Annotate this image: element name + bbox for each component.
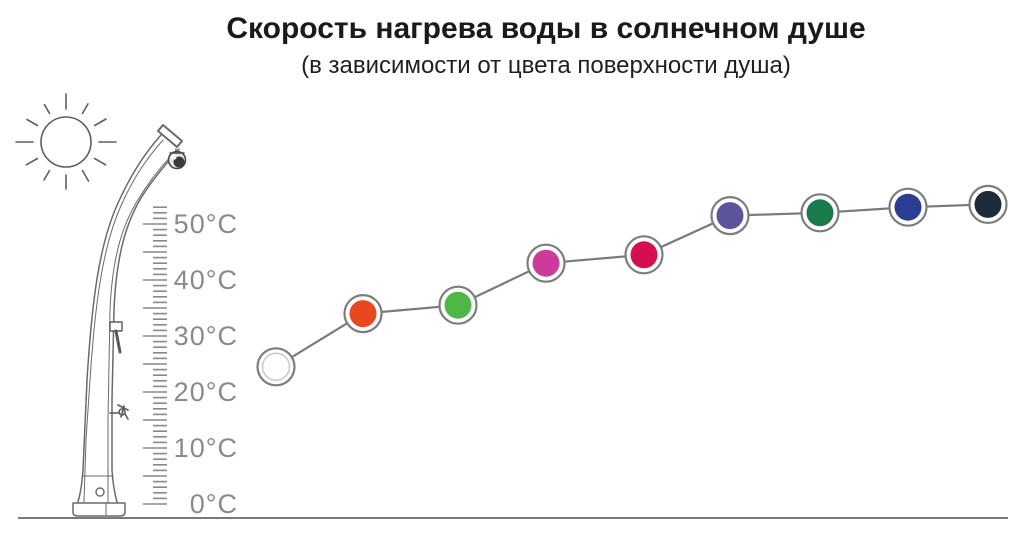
temperature-ruler bbox=[143, 206, 167, 505]
sun-ray bbox=[43, 103, 51, 115]
sun-ray bbox=[93, 157, 107, 166]
data-point-dark-green bbox=[800, 193, 840, 233]
sun-icon bbox=[15, 93, 117, 190]
shower-body-right-edge bbox=[111, 148, 180, 503]
heating-curve bbox=[256, 184, 1008, 387]
sun-ray bbox=[93, 118, 107, 127]
sun-ray bbox=[81, 103, 89, 115]
point-fill-magenta bbox=[532, 249, 560, 277]
data-point-crimson bbox=[624, 235, 664, 275]
data-point-magenta bbox=[526, 243, 566, 283]
temp-scale-label: 20°C bbox=[174, 377, 238, 407]
temp-scale-label: 50°C bbox=[174, 209, 238, 239]
shower-head bbox=[167, 148, 187, 170]
shower-body-left-edge bbox=[77, 134, 162, 503]
shower-body-front-seam bbox=[107, 154, 173, 503]
shower-base bbox=[72, 475, 126, 517]
point-fill-white bbox=[261, 352, 291, 382]
data-point-dark-navy bbox=[968, 184, 1008, 224]
sun-ray bbox=[81, 169, 90, 182]
sun-ray bbox=[43, 169, 51, 181]
curve-line bbox=[275, 203, 989, 368]
temp-scale-label: 40°C bbox=[174, 265, 238, 295]
point-fill-dark-green bbox=[806, 199, 834, 227]
point-fill-purple bbox=[716, 202, 744, 230]
point-fill-green bbox=[444, 291, 472, 319]
data-point-blue bbox=[888, 187, 928, 227]
temp-scale-label: 0°C bbox=[190, 489, 238, 519]
sun-ray bbox=[26, 118, 39, 127]
page-subtitle: (в зависимости от цвета поверхности душа… bbox=[301, 52, 791, 79]
point-fill-dark-navy bbox=[974, 190, 1002, 218]
temp-scale-label: 30°C bbox=[174, 321, 238, 351]
shower-tap bbox=[109, 404, 129, 420]
shower-top-cap bbox=[157, 124, 183, 148]
sun-ray bbox=[25, 157, 39, 166]
point-fill-blue bbox=[894, 193, 922, 221]
data-point-white bbox=[256, 347, 296, 387]
shower-body-left-inner bbox=[83, 139, 164, 503]
shower-foot bbox=[72, 502, 126, 517]
data-point-green bbox=[438, 285, 478, 325]
temperature-ruler-labels: 50°C 40°C 30°C 20°C 10°C 0°C bbox=[174, 209, 238, 519]
sun-disc bbox=[40, 116, 92, 168]
page-title: Скорость нагрева воды в солнечном душе bbox=[226, 12, 866, 45]
shower-handle bbox=[109, 321, 123, 354]
sun-rays bbox=[15, 93, 117, 190]
point-fill-crimson bbox=[630, 241, 658, 269]
data-point-purple bbox=[710, 196, 750, 236]
temp-scale-label: 10°C bbox=[174, 433, 238, 463]
data-point-orange bbox=[343, 294, 383, 334]
point-fill-orange bbox=[349, 300, 377, 328]
solar-shower-illustration bbox=[72, 124, 187, 517]
